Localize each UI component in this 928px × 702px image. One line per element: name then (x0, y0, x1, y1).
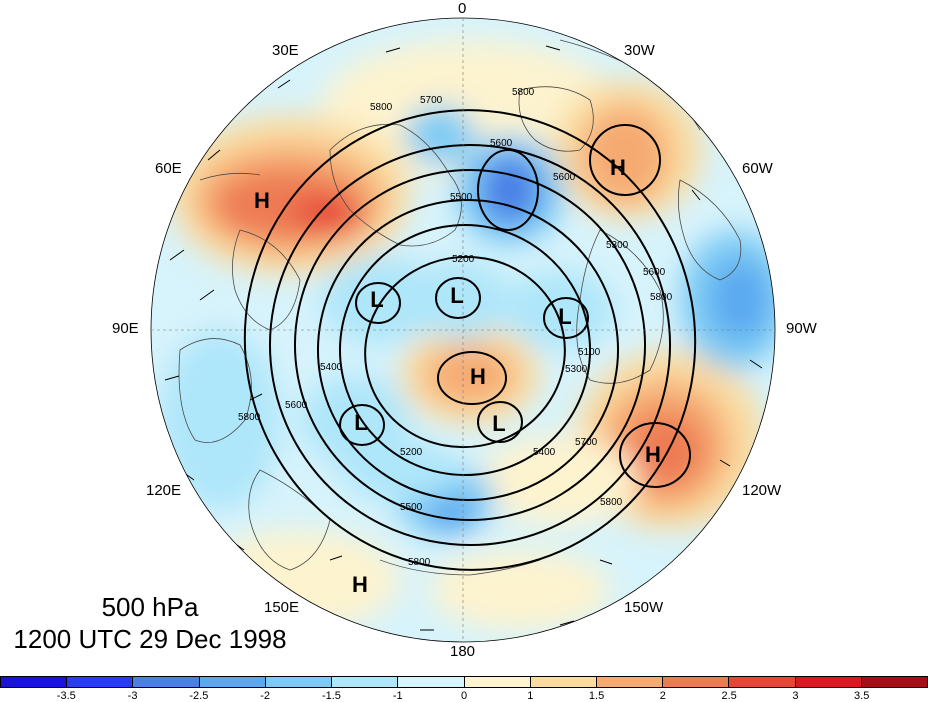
colorbar-tick-label: 3.5 (854, 690, 870, 702)
high-center-label: H (470, 364, 486, 389)
longitude-label-180: 180 (450, 643, 476, 660)
colorbar-tick-label: -2 (260, 690, 271, 702)
longitude-label-90w: 90W (786, 320, 817, 337)
low-center-label: L (558, 304, 571, 329)
longitude-label-60e: 60E (155, 160, 182, 177)
colorbar-tick-label: -1 (392, 690, 403, 702)
longitude-label-120w: 120W (742, 482, 782, 499)
contour-label: 5800 (600, 497, 623, 508)
colorbar-swatch (199, 676, 266, 688)
longitude-label-30e: 30E (272, 42, 299, 59)
contour-label: 5500 (400, 502, 423, 513)
colorbar-tick-label: 1.5 (588, 690, 605, 702)
height-contours (243, 109, 697, 571)
contour-label: 5400 (533, 447, 556, 458)
high-center-label: H (254, 188, 270, 213)
longitude-label-90e: 90E (112, 320, 139, 337)
colorbar-tick-label: 2.5 (721, 690, 737, 702)
contour-label: 5700 (575, 437, 598, 448)
colorbar-swatch (265, 676, 333, 688)
contour-label: 5300 (565, 364, 588, 375)
contour-label: 5200 (452, 254, 475, 265)
colorbar-tick-label: 2 (659, 690, 666, 702)
longitude-label-150e: 150E (264, 599, 300, 616)
contour-label: 5600 (490, 138, 513, 149)
high-center-label: H (610, 155, 626, 180)
longitude-label-0: 0 (458, 0, 467, 17)
colorbar-swatch (596, 676, 664, 688)
colorbar-swatch (133, 676, 200, 688)
low-center-label: L (370, 287, 383, 312)
colorbar-tick-label: -2.5 (189, 690, 209, 702)
time-label: 1200 UTC 29 Dec 1998 (13, 624, 287, 654)
colorbar-swatch (464, 676, 531, 688)
colorbar-tick-label: 1 (527, 690, 534, 702)
colorbar-tick-label: 3 (792, 690, 799, 702)
contour-label: 5800 (238, 412, 261, 423)
high-center-label: H (645, 442, 661, 467)
contour-label: 5800 (650, 292, 673, 303)
colorbar-swatch (67, 676, 134, 688)
colorbar-swatch (0, 676, 68, 688)
colorbar (0, 676, 928, 688)
colorbar-tick-label: -3.5 (56, 690, 76, 702)
contour-label: 5500 (450, 192, 473, 203)
contour-label: 5600 (643, 267, 666, 278)
longitude-label-60w: 60W (742, 160, 773, 177)
colorbar-swatch (398, 676, 465, 688)
contour-label: 5700 (420, 95, 443, 106)
contour-label: 5400 (320, 362, 343, 373)
contour-label: 5600 (285, 400, 308, 411)
colorbar-swatch (530, 676, 597, 688)
colorbar-tick-label: -1.5 (321, 690, 341, 702)
polar-map: H H H H H L L L L L 5800 5700 5800 5600 … (150, 17, 776, 643)
longitude-label-120e: 120E (146, 482, 182, 499)
contour-label: 5300 (606, 240, 629, 251)
low-center-label: L (354, 410, 367, 435)
contour-labels: 5800 5700 5800 5600 5600 5500 5200 5300 … (238, 87, 673, 568)
contour-label: 5800 (512, 87, 535, 98)
anomaly-field (151, 18, 775, 642)
high-center-label: H (352, 572, 368, 597)
colorbar-swatch (663, 676, 730, 688)
contour-label: 5100 (578, 347, 601, 358)
colorbar-swatch (795, 676, 862, 688)
colorbar-swatch (861, 676, 928, 688)
longitude-label-30w: 30W (624, 42, 655, 59)
contour-label: 5600 (553, 172, 576, 183)
low-center-label: L (492, 411, 505, 436)
colorbar-tick-label: 0 (460, 690, 468, 702)
colorbar-tick-label: -3 (127, 690, 138, 702)
contour-label: 5800 (370, 102, 393, 113)
graticule (151, 18, 775, 642)
colorbar-swatch (332, 676, 399, 688)
level-label: 500 hPa (101, 592, 199, 622)
longitude-label-150w: 150W (624, 599, 664, 616)
low-center-label: L (450, 283, 463, 308)
contour-label: 5800 (408, 557, 431, 568)
colorbar-swatch (729, 676, 796, 688)
pressure-centers: H H H H H L L L L L (254, 155, 661, 597)
contour-label: 5200 (400, 447, 423, 458)
